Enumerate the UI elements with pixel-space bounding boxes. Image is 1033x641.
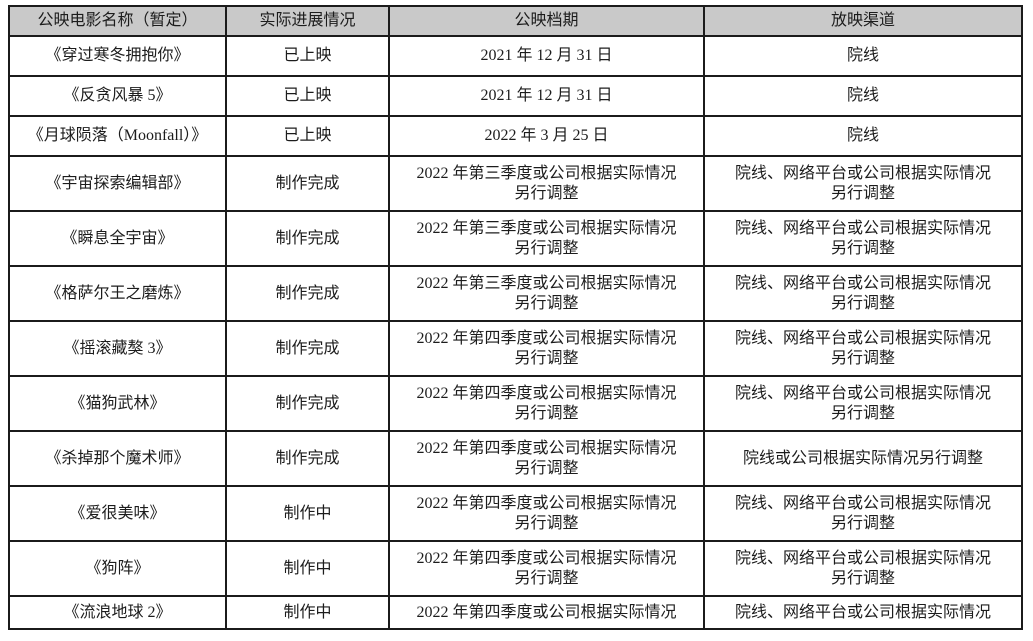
progress-cell: 制作中 — [225, 540, 390, 597]
table-row: 《狗阵》 制作中 2022 年第四季度或公司根据实际情况 另行调整 院线、网络平… — [8, 540, 1023, 597]
table-row: 《流浪地球 2》 制作中 2022 年第四季度或公司根据实际情况 院线、网络平台… — [8, 595, 1023, 630]
schedule-cell: 2022 年第三季度或公司根据实际情况 另行调整 — [388, 265, 705, 322]
movie-name-cell: 《猫狗武林》 — [8, 375, 227, 432]
schedule-cell: 2022 年第四季度或公司根据实际情况 另行调整 — [388, 430, 705, 487]
schedule-cell: 2022 年第四季度或公司根据实际情况 另行调整 — [388, 540, 705, 597]
channel-cell: 院线 — [703, 75, 1023, 117]
progress-cell: 制作完成 — [225, 375, 390, 432]
movie-name-cell: 《狗阵》 — [8, 540, 227, 597]
schedule-cell: 2021 年 12 月 31 日 — [388, 35, 705, 77]
progress-cell: 制作完成 — [225, 320, 390, 377]
schedule-cell: 2022 年 3 月 25 日 — [388, 115, 705, 157]
movie-name-cell: 《宇宙探索编辑部》 — [8, 155, 227, 212]
movie-name-cell: 《月球陨落（Moonfall）》 — [8, 115, 227, 157]
schedule-cell: 2022 年第四季度或公司根据实际情况 另行调整 — [388, 485, 705, 542]
channel-cell: 院线、网络平台或公司根据实际情况 另行调整 — [703, 210, 1023, 267]
movie-name-cell: 《瞬息全宇宙》 — [8, 210, 227, 267]
table-row: 《格萨尔王之磨炼》 制作完成 2022 年第三季度或公司根据实际情况 另行调整 … — [8, 265, 1023, 322]
table-row: 《杀掉那个魔术师》 制作完成 2022 年第四季度或公司根据实际情况 另行调整 … — [8, 430, 1023, 487]
progress-cell: 制作完成 — [225, 210, 390, 267]
schedule-cell: 2022 年第四季度或公司根据实际情况 — [388, 595, 705, 630]
table-row: 《穿过寒冬拥抱你》 已上映 2021 年 12 月 31 日 院线 — [8, 35, 1023, 77]
channel-cell: 院线 — [703, 35, 1023, 77]
movie-release-table: 公映电影名称（暂定） 实际进展情况 公映档期 放映渠道 《穿过寒冬拥抱你》 已上… — [8, 5, 1023, 630]
movie-name-cell: 《流浪地球 2》 — [8, 595, 227, 630]
schedule-cell: 2022 年第四季度或公司根据实际情况 另行调整 — [388, 375, 705, 432]
table-row: 《月球陨落（Moonfall）》 已上映 2022 年 3 月 25 日 院线 — [8, 115, 1023, 157]
channel-cell: 院线、网络平台或公司根据实际情况 另行调整 — [703, 375, 1023, 432]
progress-cell: 制作完成 — [225, 265, 390, 322]
progress-cell: 制作中 — [225, 485, 390, 542]
channel-cell: 院线、网络平台或公司根据实际情况 另行调整 — [703, 485, 1023, 542]
table-header-row: 公映电影名称（暂定） 实际进展情况 公映档期 放映渠道 — [8, 5, 1023, 37]
movie-name-cell: 《反贪风暴 5》 — [8, 75, 227, 117]
movie-name-cell: 《爱很美味》 — [8, 485, 227, 542]
table-row: 《摇滚藏獒 3》 制作完成 2022 年第四季度或公司根据实际情况 另行调整 院… — [8, 320, 1023, 377]
col-header-release-schedule: 公映档期 — [388, 5, 705, 37]
progress-cell: 已上映 — [225, 35, 390, 77]
col-header-progress: 实际进展情况 — [225, 5, 390, 37]
channel-cell: 院线、网络平台或公司根据实际情况 另行调整 — [703, 155, 1023, 212]
channel-cell: 院线、网络平台或公司根据实际情况 另行调整 — [703, 320, 1023, 377]
progress-cell: 制作完成 — [225, 430, 390, 487]
schedule-cell: 2021 年 12 月 31 日 — [388, 75, 705, 117]
table-row: 《反贪风暴 5》 已上映 2021 年 12 月 31 日 院线 — [8, 75, 1023, 117]
channel-cell: 院线 — [703, 115, 1023, 157]
table-row: 《宇宙探索编辑部》 制作完成 2022 年第三季度或公司根据实际情况 另行调整 … — [8, 155, 1023, 212]
channel-cell: 院线、网络平台或公司根据实际情况 另行调整 — [703, 265, 1023, 322]
schedule-cell: 2022 年第三季度或公司根据实际情况 另行调整 — [388, 155, 705, 212]
progress-cell: 制作中 — [225, 595, 390, 630]
channel-cell: 院线、网络平台或公司根据实际情况 另行调整 — [703, 540, 1023, 597]
channel-cell: 院线、网络平台或公司根据实际情况 — [703, 595, 1023, 630]
movie-name-cell: 《穿过寒冬拥抱你》 — [8, 35, 227, 77]
movie-name-cell: 《杀掉那个魔术师》 — [8, 430, 227, 487]
movie-name-cell: 《摇滚藏獒 3》 — [8, 320, 227, 377]
table-row: 《瞬息全宇宙》 制作完成 2022 年第三季度或公司根据实际情况 另行调整 院线… — [8, 210, 1023, 267]
table-row: 《猫狗武林》 制作完成 2022 年第四季度或公司根据实际情况 另行调整 院线、… — [8, 375, 1023, 432]
progress-cell: 已上映 — [225, 75, 390, 117]
schedule-cell: 2022 年第四季度或公司根据实际情况 另行调整 — [388, 320, 705, 377]
progress-cell: 制作完成 — [225, 155, 390, 212]
table-row: 《爱很美味》 制作中 2022 年第四季度或公司根据实际情况 另行调整 院线、网… — [8, 485, 1023, 542]
progress-cell: 已上映 — [225, 115, 390, 157]
col-header-movie-name: 公映电影名称（暂定） — [8, 5, 227, 37]
channel-cell: 院线或公司根据实际情况另行调整 — [703, 430, 1023, 487]
col-header-screening-channel: 放映渠道 — [703, 5, 1023, 37]
schedule-cell: 2022 年第三季度或公司根据实际情况 另行调整 — [388, 210, 705, 267]
movie-name-cell: 《格萨尔王之磨炼》 — [8, 265, 227, 322]
